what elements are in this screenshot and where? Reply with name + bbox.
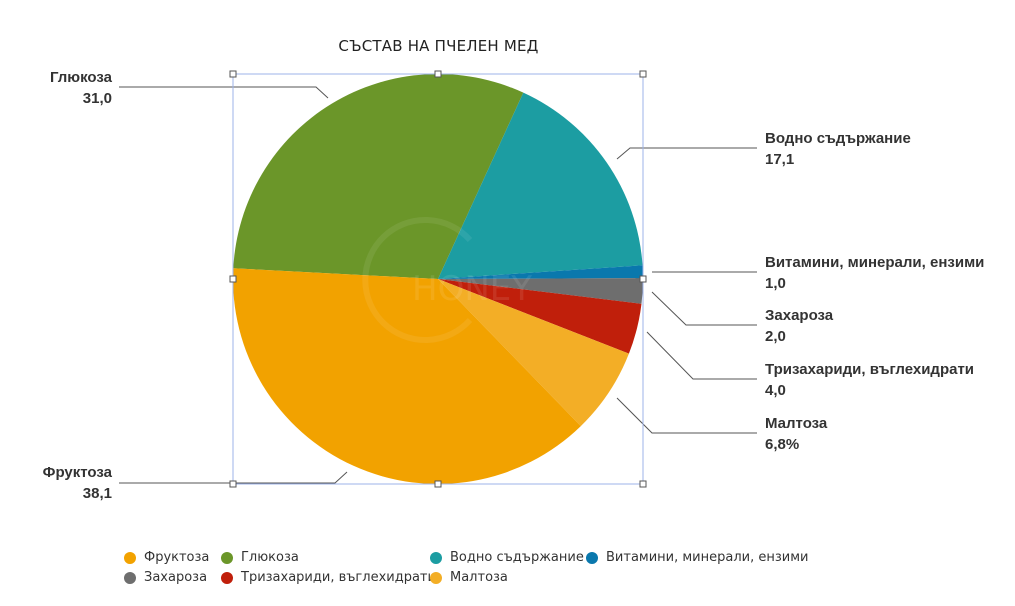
label-value: 38,1 [82,485,112,502]
legend-item-water[interactable]: Водно съдържание [430,550,584,565]
legend-dot-icon [430,571,442,584]
pie-slices [232,74,643,485]
label-name: Малтоза [765,415,828,432]
resize-handle-se [639,480,647,488]
legend-label: Захароза [144,570,208,585]
legend-item-vitamins[interactable]: Витамини, минерали, ензими [586,550,808,565]
leader-water [616,147,757,160]
leader-lines [119,86,757,484]
leader-sucrose [651,291,757,326]
label-value: 1,0 [765,275,786,292]
legend-dot-icon [124,551,136,564]
data-label-sucrose: Захароза 2,0 [765,305,833,347]
data-label-glucose: Глюкоза 31,0 [50,67,112,109]
pie-slice-4[interactable] [438,278,643,304]
legend-dot-icon [221,571,233,584]
leader-fructose [119,471,348,484]
selection-box[interactable] [229,70,647,488]
leader-maltose [616,397,757,434]
resize-handle-s [434,480,442,488]
resize-handle-ne [639,70,647,78]
legend-label: Тризахариди, въглехидрати [241,570,436,585]
legend-label: Фруктоза [144,550,210,565]
legend-dot-icon [221,551,233,564]
pie-slice-1[interactable] [233,74,524,279]
legend-item-sucrose[interactable]: Захароза [124,570,207,585]
data-label-maltose: Малтоза 6,8% [765,413,827,455]
legend-item-tri[interactable]: Тризахариди, въглехидрати [221,570,436,585]
resize-handle-sw [229,480,237,488]
label-name: Глюкоза [50,69,112,86]
legend-label: Витамини, минерали, ензими [606,550,809,565]
legend-dot-icon [586,551,598,564]
data-label-tri: Тризахариди, въглехидрати 4,0 [765,359,974,401]
leader-glucose [119,86,329,99]
watermark-text: HONEY [412,269,532,309]
leader-tri [646,331,757,380]
legend-item-maltose[interactable]: Малтоза [430,570,508,585]
data-label-fructose: Фруктоза 38,1 [43,462,112,504]
legend-item-fructose[interactable]: Фруктоза [124,550,209,565]
pie-slice-0[interactable] [232,268,581,485]
pie-slice-5[interactable] [438,279,642,354]
label-name: Витамини, минерали, ензими [765,254,985,271]
legend-label: Водно съдържание [450,550,584,565]
label-value: 6,8% [765,436,800,453]
label-name: Фруктоза [42,464,112,481]
data-label-water: Водно съдържание 17,1 [765,128,911,170]
watermark-logo [362,217,473,343]
resize-handle-e [639,275,647,283]
pie-slice-2[interactable] [438,92,643,279]
data-label-vitamins: Витамини, минерали, ензими 1,0 [765,252,984,294]
pie-slice-3[interactable] [438,265,643,279]
legend-label: Малтоза [450,570,508,585]
legend-item-glucose[interactable]: Глюкоза [221,550,299,565]
label-value: 17,1 [765,151,795,168]
label-value: 4,0 [765,382,786,399]
label-value: 31,0 [82,90,112,107]
resize-handle-w [229,275,237,283]
pie-slice-6[interactable] [438,279,629,427]
label-name: Захароза [765,307,834,324]
label-name: Водно съдържание [765,130,911,147]
legend-label: Глюкоза [241,550,299,565]
resize-handle-nw [229,70,237,78]
label-value: 2,0 [765,328,786,345]
chart-title: СЪСТАВ НА ПЧЕЛЕН МЕД [338,37,539,55]
legend-dot-icon [124,571,136,584]
legend-dot-icon [430,551,442,564]
label-name: Тризахариди, въглехидрати [765,361,975,378]
resize-handle-n [434,70,442,78]
